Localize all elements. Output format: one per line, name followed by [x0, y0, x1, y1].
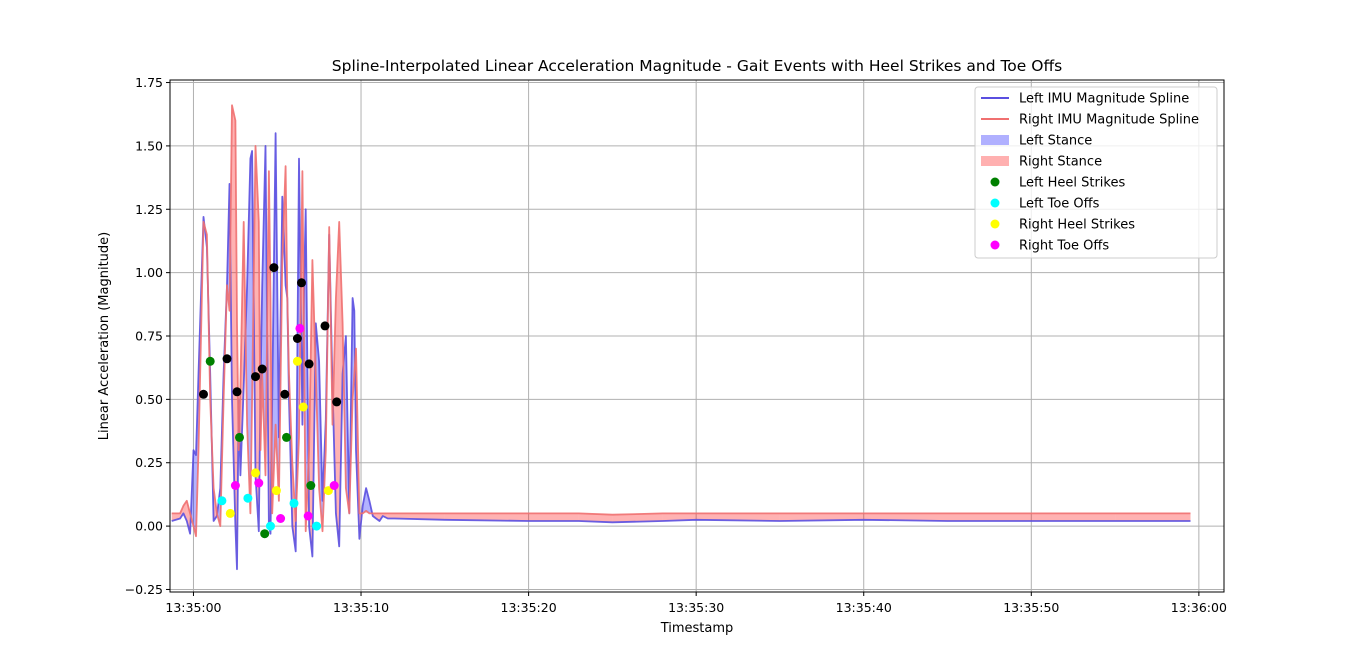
right-stance-fill	[1031, 513, 1116, 521]
y-tick-label: −0.25	[125, 582, 163, 597]
gait-event-marker	[232, 387, 242, 397]
legend-label: Right Heel Strikes	[1019, 218, 1135, 233]
x-tick-label: 13:35:30	[668, 600, 724, 615]
y-tick-label: 0.00	[135, 519, 163, 534]
right-heel-strikes-marker	[271, 486, 281, 496]
right-imu-line	[171, 104, 1191, 538]
right-stance-fill	[335, 221, 340, 547]
left-heel-strikes-marker	[235, 432, 244, 442]
y-tick-label: 1.00	[135, 265, 163, 280]
x-axis-title: Timestamp	[660, 621, 734, 636]
legend-label: Right Toe Offs	[1019, 239, 1109, 254]
right-stance-fill	[255, 145, 259, 532]
gait-event-marker	[304, 359, 314, 369]
y-tick-label: 1.25	[135, 202, 163, 217]
x-tick-label: 13:36:00	[1171, 600, 1227, 615]
right-stance-fill	[578, 513, 613, 523]
gait-event-marker	[257, 364, 267, 374]
gait-event-marker	[199, 389, 208, 399]
y-tick-label: 0.50	[135, 392, 163, 407]
right-toe-offs-marker	[276, 514, 286, 523]
gait-event-marker	[320, 321, 330, 331]
legend-patch-swatch	[981, 135, 1009, 145]
chart-title: Spline-Interpolated Linear Acceleration …	[332, 57, 1062, 75]
right-heel-strikes-marker	[225, 508, 235, 518]
left-stance-fill	[193, 450, 196, 537]
right-heel-strikes-marker	[323, 486, 333, 496]
right-stance-fill	[696, 513, 780, 521]
x-tick-label: 13:35:40	[836, 600, 892, 615]
x-tick-label: 13:35:00	[165, 600, 221, 615]
legend-patch-swatch	[981, 156, 1009, 166]
x-tick-label: 13:35:20	[501, 600, 557, 615]
legend-frame	[974, 86, 1218, 259]
right-stance-fill	[1115, 513, 1191, 521]
left-toe-offs-marker	[312, 521, 322, 531]
left-heel-strikes-marker	[306, 481, 316, 490]
legend: Left IMU Magnitude Spline Right IMU Magni…	[974, 86, 1218, 259]
legend-label: Left Heel Strikes	[1019, 176, 1125, 191]
gait-event-marker	[297, 278, 306, 288]
right-heel-strikes-marker	[292, 356, 302, 366]
legend-dot-swatch	[990, 177, 1000, 187]
legend-label: Right IMU Magnitude Spline	[1019, 113, 1199, 128]
gait-event-marker	[222, 354, 232, 364]
left-toe-offs-marker	[217, 496, 227, 506]
left-toe-offs-marker	[289, 498, 299, 508]
right-stance-fill	[186, 500, 191, 534]
right-heel-strikes-marker	[298, 402, 308, 412]
series-lines	[171, 104, 1191, 571]
right-stance-fill	[444, 513, 529, 521]
y-axis: −0.25 0.00 0.25 0.50 0.75 1.00 1.25 1.50 1.75	[125, 75, 170, 597]
right-stance-fill	[947, 513, 1032, 521]
legend-label: Left IMU Magnitude Spline	[1019, 92, 1189, 107]
right-heel-strikes-marker	[251, 468, 260, 478]
left-toe-offs-marker	[266, 521, 275, 531]
right-stance-fill	[528, 513, 579, 521]
legend-dot-swatch	[990, 198, 1000, 208]
y-tick-label: 1.50	[135, 138, 163, 153]
right-stance-fill	[662, 513, 697, 521]
right-stance-fill	[387, 513, 395, 519]
right-toe-offs-marker	[329, 481, 339, 490]
right-toe-offs-marker	[254, 478, 264, 488]
legend-label: Right Stance	[1019, 155, 1102, 170]
y-tick-label: 0.75	[135, 329, 163, 344]
y-axis-title: Linear Acceleration (Magnitude)	[97, 232, 112, 440]
right-toe-offs-marker	[295, 323, 305, 333]
left-toe-offs-marker	[243, 493, 253, 503]
right-stance-fill	[779, 513, 864, 521]
right-toe-offs-marker	[303, 511, 313, 521]
x-axis: 13:35:00 13:35:10 13:35:20 13:35:30 13:35:40…	[165, 592, 1227, 615]
x-tick-label: 13:35:10	[333, 600, 389, 615]
grid	[170, 80, 1224, 592]
legend-label: Left Stance	[1019, 134, 1092, 149]
left-heel-strikes-marker	[205, 356, 215, 366]
legend-dot-swatch	[990, 240, 1000, 250]
gait-event-marker	[269, 263, 279, 273]
right-toe-offs-marker	[230, 481, 240, 490]
gait-event-marker	[332, 397, 342, 407]
gait-event-marker	[280, 389, 290, 399]
gait-event-marker	[292, 334, 302, 343]
left-heel-strikes-marker	[282, 432, 291, 442]
right-stance-fill	[612, 513, 663, 523]
right-stance-fill	[863, 513, 948, 521]
gait-event-marker	[251, 372, 260, 382]
y-tick-label: 0.25	[135, 455, 163, 470]
event-markers	[199, 263, 342, 539]
legend-dot-swatch	[990, 219, 1000, 229]
y-tick-label: 1.75	[135, 75, 163, 90]
legend-label: Left Toe Offs	[1019, 197, 1100, 212]
left-heel-strikes-marker	[260, 529, 270, 539]
x-tick-label: 13:35:50	[1003, 600, 1059, 615]
